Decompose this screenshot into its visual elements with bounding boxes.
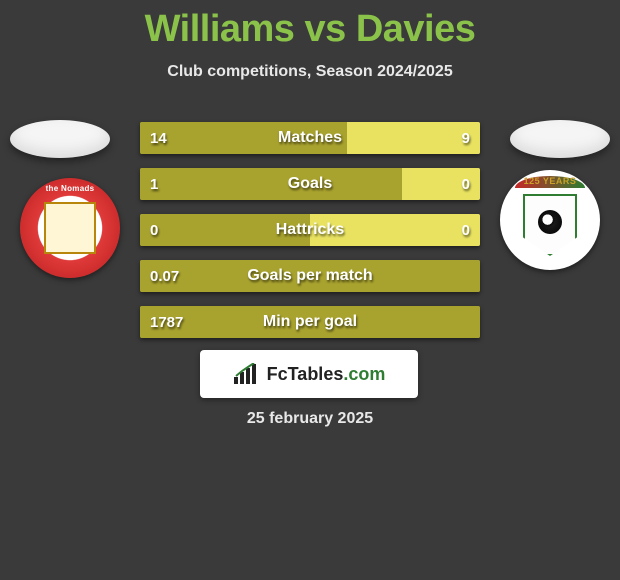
subtitle: Club competitions, Season 2024/2025 <box>0 63 620 81</box>
stat-label: Goals per match <box>140 260 480 292</box>
stat-row-goals: Goals1 0 <box>140 168 480 200</box>
stat-value-right: 9 <box>462 122 470 154</box>
stat-value-right: 0 <box>462 214 470 246</box>
football-icon <box>538 210 562 234</box>
stat-row-matches: Matches14 9 <box>140 122 480 154</box>
logo-text: FcTables.com <box>267 364 386 385</box>
right-team-badge: 125 YEARS <box>500 170 600 270</box>
logo-brand: FcTables <box>267 364 344 384</box>
right-badge-top-text: 125 YEARS <box>524 176 577 186</box>
stat-label: Hattricks <box>140 214 480 246</box>
comparison-bars: Matches149Goals10Hattricks00Goals per ma… <box>140 122 480 352</box>
left-badge-banner-text: the Nomads <box>46 184 95 193</box>
logo-suffix: .com <box>343 364 385 384</box>
left-player-avatar <box>10 120 110 158</box>
stat-value-left: 1 <box>150 168 158 200</box>
stat-value-left: 1787 <box>150 306 183 338</box>
stat-value-left: 0.07 <box>150 260 179 292</box>
stat-label: Min per goal <box>140 306 480 338</box>
bars-icon <box>233 363 261 385</box>
stat-label: Goals <box>140 168 480 200</box>
left-team-badge: the Nomads <box>20 178 120 278</box>
right-player-avatar <box>510 120 610 158</box>
date-text: 25 february 2025 <box>0 410 620 428</box>
page-title: Williams vs Davies <box>0 0 620 51</box>
stat-row-min-per-goal: Min per goal1787 <box>140 306 480 338</box>
stat-row-hattricks: Hattricks0 0 <box>140 214 480 246</box>
fctables-logo: FcTables.com <box>200 350 418 398</box>
stat-label: Matches <box>140 122 480 154</box>
stat-value-left: 0 <box>150 214 158 246</box>
stat-row-goals-per-match: Goals per match0.07 <box>140 260 480 292</box>
stat-value-right: 0 <box>462 168 470 200</box>
stat-value-left: 14 <box>150 122 167 154</box>
